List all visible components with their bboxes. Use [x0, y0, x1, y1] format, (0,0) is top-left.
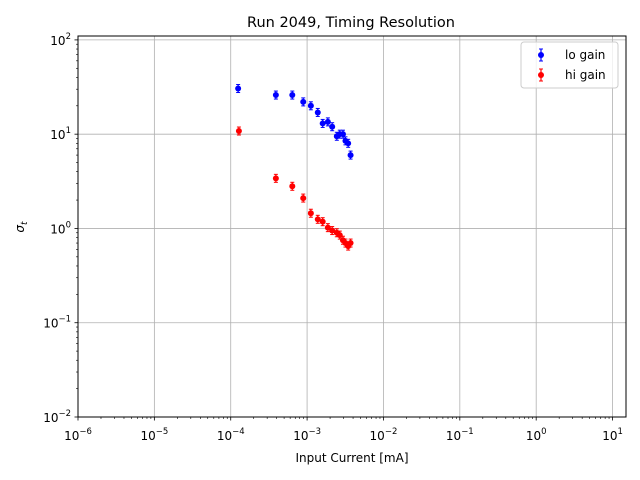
x-tick-label-exponent: −3 — [308, 427, 321, 437]
x-tick-label-exponent: 0 — [541, 427, 546, 437]
data-point — [272, 175, 279, 182]
y-axis-title-main: σ — [13, 225, 27, 233]
data-point — [329, 123, 336, 130]
legend-box — [520, 41, 619, 89]
legend-marker — [538, 72, 544, 78]
data-point — [329, 227, 336, 234]
y-axis-title-subscript: t — [20, 221, 30, 225]
y-tick-label-exponent: 1 — [66, 126, 71, 136]
y-tick-label-exponent: 0 — [66, 220, 71, 230]
series-lo-gain — [235, 84, 354, 160]
x-axis-title: Input Current [mA] — [295, 451, 408, 465]
data-point — [289, 92, 296, 99]
legend-label: hi gain — [565, 68, 606, 82]
y-tick-label-exponent: −1 — [58, 315, 71, 325]
data-point — [235, 85, 242, 92]
y-tick-label-base: 10 — [43, 411, 58, 425]
x-tick-label-exponent: −1 — [461, 427, 474, 437]
y-tick-label: 100 — [50, 220, 71, 236]
data-point — [289, 183, 296, 190]
data-point — [324, 118, 331, 125]
data-point — [314, 109, 321, 116]
data-point — [314, 216, 321, 223]
legend-entries: lo gain hi gain — [538, 48, 606, 82]
x-tick-label-base: 10 — [602, 429, 617, 443]
x-tick-labels: 10−6 10−5 10−4 10−3 10−2 10−1 100 101 — [64, 427, 623, 443]
x-tick-label: 10−3 — [293, 427, 321, 443]
x-tick-label: 10−1 — [446, 427, 474, 443]
axes-frame — [77, 35, 627, 418]
y-tick-label: 102 — [50, 32, 71, 48]
data-points — [235, 84, 354, 251]
data-point — [307, 102, 314, 109]
legend: lo gain hi gain — [520, 41, 619, 89]
x-tick-label-base: 10 — [526, 429, 541, 443]
y-tick-label-base: 10 — [50, 128, 65, 142]
y-tick-label-base: 10 — [50, 34, 65, 48]
legend-marker — [538, 52, 544, 58]
x-tick-label-exponent: −4 — [232, 427, 245, 437]
x-tick-label-base: 10 — [217, 429, 232, 443]
y-tick-label: 101 — [50, 126, 71, 142]
series-hi-gain — [235, 126, 354, 251]
x-tick-label: 10−4 — [217, 427, 245, 443]
data-point — [345, 140, 352, 147]
x-tick-label-exponent: −2 — [385, 427, 398, 437]
chart-title: Run 2049, Timing Resolution — [247, 15, 455, 31]
data-point — [324, 224, 331, 231]
x-tick-label: 101 — [602, 427, 623, 443]
x-tick-label: 100 — [526, 427, 547, 443]
x-tick-label-base: 10 — [140, 429, 155, 443]
x-tick-label: 10−2 — [370, 427, 398, 443]
x-tick-label: 10−6 — [64, 427, 92, 443]
data-point — [347, 240, 354, 247]
data-point — [336, 232, 343, 239]
x-tick-label-base: 10 — [446, 429, 461, 443]
x-tick-label-exponent: −6 — [79, 427, 92, 437]
x-tick-label-base: 10 — [370, 429, 385, 443]
y-tick-label-exponent: −2 — [58, 409, 71, 419]
y-tick-label: 10−2 — [43, 409, 71, 425]
data-point — [235, 128, 242, 135]
data-point — [272, 92, 279, 99]
y-tick-label: 10−1 — [43, 315, 71, 331]
data-point — [319, 218, 326, 225]
data-point — [300, 195, 307, 202]
x-tick-label: 10−5 — [140, 427, 168, 443]
data-point — [339, 131, 346, 138]
x-tick-label-base: 10 — [293, 429, 308, 443]
x-tick-label-exponent: −5 — [156, 427, 169, 437]
major-ticks — [74, 39, 613, 421]
legend-label: lo gain — [565, 48, 605, 62]
data-point — [347, 152, 354, 159]
y-axis-title: σt — [13, 221, 30, 233]
x-tick-label-base: 10 — [64, 429, 79, 443]
data-point — [300, 98, 307, 105]
data-point — [319, 120, 326, 127]
y-tick-label-base: 10 — [50, 222, 65, 236]
data-point — [307, 210, 314, 217]
x-tick-label-exponent: 1 — [617, 427, 622, 437]
y-tick-label-base: 10 — [43, 317, 58, 331]
y-tick-label-exponent: 2 — [66, 32, 71, 42]
